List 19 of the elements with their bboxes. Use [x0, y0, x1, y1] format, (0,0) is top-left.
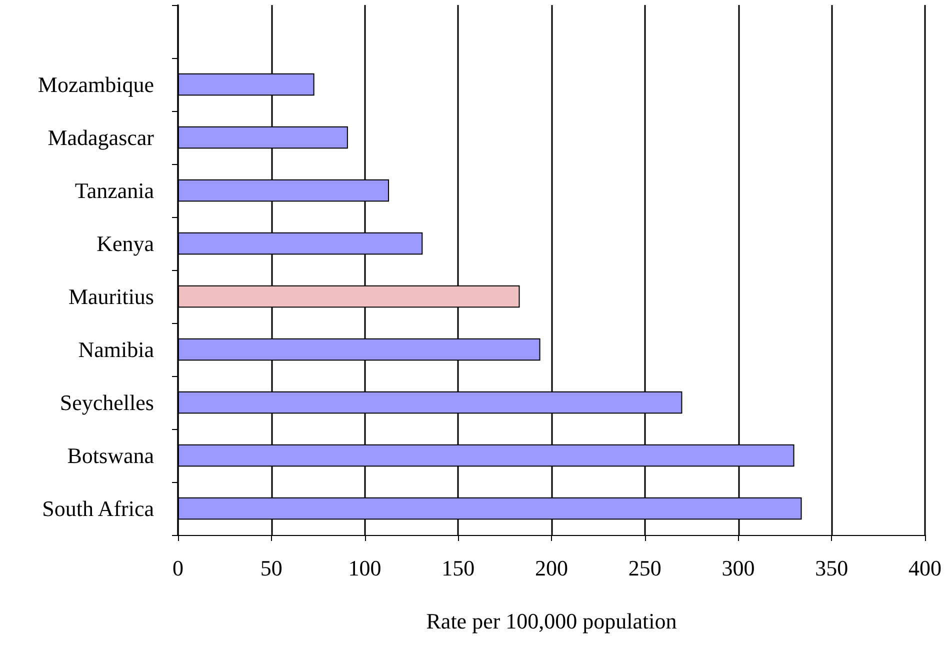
x-tick-label: 200	[535, 556, 568, 580]
x-tick-label: 250	[628, 556, 662, 580]
y-tick-label: Mozambique	[38, 72, 154, 97]
y-tick-label: Madagascar	[48, 125, 155, 150]
x-tick-label: 0	[172, 556, 184, 580]
y-tick-label: South Africa	[42, 496, 154, 521]
y-tick-label: Seychelles	[60, 390, 154, 415]
x-tick-label: 150	[442, 556, 475, 580]
y-tick-label: Botswana	[67, 443, 154, 468]
y-tick-label: Mauritius	[68, 284, 154, 309]
y-tick-label: Kenya	[96, 231, 154, 256]
x-tick-label: 300	[722, 556, 755, 580]
x-tick-label: 100	[348, 556, 382, 580]
x-axis-title: Rate per 100,000 population	[426, 608, 677, 634]
x-tick-label: 400	[908, 556, 942, 580]
x-tick-label: 350	[815, 556, 848, 580]
y-tick-label: Tanzania	[74, 178, 154, 203]
x-tick-label: 50	[260, 556, 282, 580]
y-tick-label: Namibia	[78, 337, 154, 362]
